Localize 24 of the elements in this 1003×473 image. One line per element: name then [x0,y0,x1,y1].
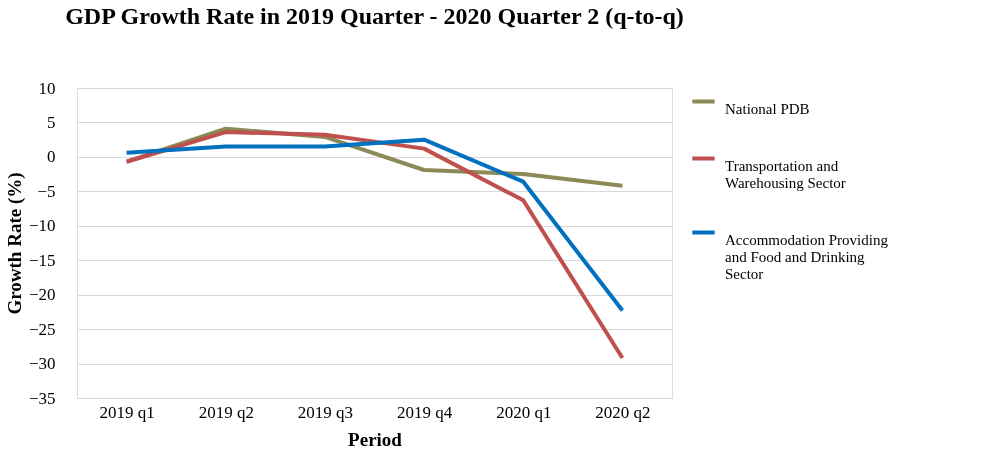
x-tick-label: 2019 q1 [99,402,155,422]
y-tick-label: 5 [47,112,56,132]
y-tick-label: −5 [37,181,56,201]
y-tick-label: −35 [28,388,56,408]
y-tick-label: −15 [28,250,56,270]
legend-label: Accommodation Providing and Food and Drinking Sector [725,231,889,282]
x-axis-title: Period [348,428,403,450]
y-tick-label: −20 [28,285,56,305]
legend-label: Transportation and Warehousing Sector [725,157,846,191]
y-tick-label: −10 [28,216,56,236]
chart-title: GDP Growth Rate in 2019 Quarter - 2020 Quarter 2 (q-to-q) [65,3,684,29]
line-series [124,130,625,361]
y-tick-label: 0 [47,147,56,167]
y-tick-label: −30 [28,354,56,374]
x-tick-label: 2019 q3 [297,402,354,422]
y-axis-title: Growth Rate (%) [3,172,26,315]
y-tick-label: −25 [28,319,56,339]
x-tick-label: 2019 q2 [198,402,254,422]
x-tick-label: 2020 q1 [496,402,552,422]
legend-label: National PDB [725,100,810,117]
line-series [124,137,625,313]
x-tick-label: 2020 q2 [595,402,651,422]
x-tick-label: 2019 q4 [396,402,453,422]
y-tick-label: 10 [38,78,56,98]
